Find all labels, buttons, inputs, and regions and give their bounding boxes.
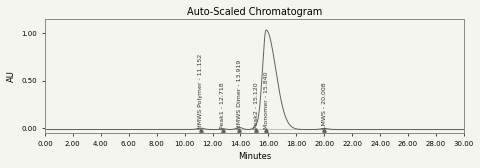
Text: HMWS Dimer - 13.919: HMWS Dimer - 13.919 — [236, 60, 241, 129]
Y-axis label: AU: AU — [7, 70, 16, 82]
Text: HMWS Polymer - 11.152: HMWS Polymer - 11.152 — [198, 54, 203, 129]
Text: Monomer - 15.840: Monomer - 15.840 — [263, 72, 268, 129]
Text: Peak1 - 12.718: Peak1 - 12.718 — [219, 83, 225, 129]
Title: Auto-Scaled Chromatogram: Auto-Scaled Chromatogram — [186, 7, 322, 17]
Text: LMWS - 20.008: LMWS - 20.008 — [321, 83, 326, 129]
Text: Peak2 - 15.120: Peak2 - 15.120 — [253, 83, 258, 129]
X-axis label: Minutes: Minutes — [237, 152, 270, 161]
